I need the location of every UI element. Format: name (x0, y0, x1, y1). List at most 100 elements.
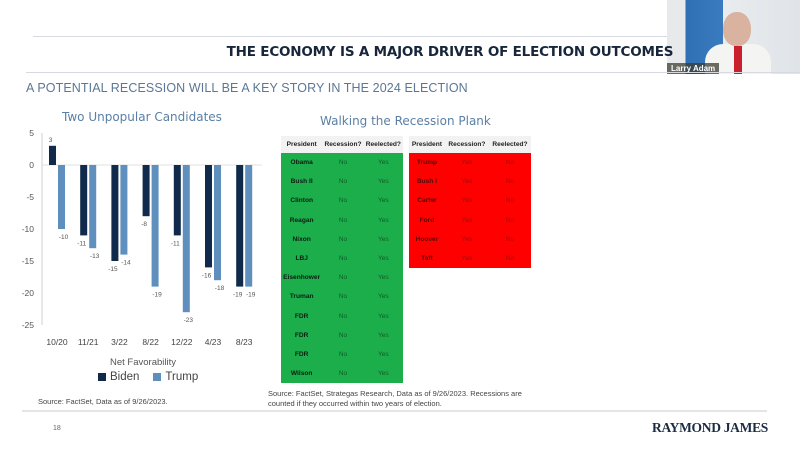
recession-cell: No (322, 268, 364, 288)
legend-item-biden: Biden (98, 371, 139, 383)
president-cell: Eisenhower (281, 268, 323, 288)
data-label-biden: -11 (171, 240, 180, 247)
recession-cell: No (322, 364, 364, 384)
reelected-cell: No (489, 153, 531, 173)
table-row: Truman No Yes (281, 287, 403, 307)
data-label-biden: -8 (141, 221, 147, 228)
speaker-tie (734, 46, 742, 74)
bar-biden (49, 145, 56, 165)
reelected-cell: Yes (363, 229, 403, 249)
y-tick-label: -15 (22, 256, 35, 266)
data-label-biden: -15 (108, 266, 118, 273)
table-row: FDR No Yes (281, 344, 403, 365)
table-row: Wilson No Yes (281, 364, 403, 384)
chart-x-axis-label: Net Favorability (110, 357, 176, 368)
reelected-cell: Yes (363, 172, 403, 192)
recession-cell: Yes (444, 153, 490, 173)
page-number: 18 (53, 425, 61, 432)
bar-trump (58, 165, 65, 229)
x-tick-label: 10/20 (46, 337, 68, 347)
reelected-cell: Yes (363, 210, 403, 230)
data-label-trump: -13 (90, 253, 100, 260)
recession-cell: No (322, 172, 364, 192)
data-label-biden: -16 (202, 272, 212, 279)
table-row: Nixon No Yes (281, 229, 403, 249)
bar-trump (120, 165, 128, 255)
president-cell: Taft (409, 248, 445, 269)
top-rule (33, 36, 667, 37)
y-tick-label: -5 (26, 192, 34, 202)
slide-subtitle: A POTENTIAL RECESSION WILL BE A KEY STOR… (26, 81, 468, 95)
favorability-chart: 5 0 -5 -10 -15 -20 -25 10/20 3 -10 11/21 -11 -13 3/22… (0, 0, 270, 365)
y-tick-label: -20 (22, 288, 35, 298)
legend-swatch-biden (98, 372, 106, 381)
reelected-presidents-table: President Recession? Reelected? Obama No Y… (281, 136, 403, 384)
president-cell: LBJ (281, 248, 323, 269)
bar-biden (205, 165, 212, 268)
reelected-cell: No (489, 229, 531, 249)
recession-cell: No (322, 153, 364, 173)
speaker-video-tile[interactable]: Larry Adam (667, 0, 800, 74)
recession-cell: Yes (444, 172, 490, 192)
president-cell: Ford (409, 210, 445, 230)
legend-swatch-trump (153, 372, 162, 381)
table-row: Bush I Yes No (409, 172, 531, 192)
reelected-cell: No (489, 210, 531, 230)
reelected-cell: Yes (363, 344, 403, 365)
president-cell: Wilson (281, 364, 323, 384)
chart-legend: Biden Trump (98, 371, 198, 383)
recession-cell: Yes (444, 248, 490, 269)
reelected-cell: Yes (363, 268, 403, 288)
table-row: Obama No Yes (281, 153, 403, 173)
slide-title: THE ECONOMY IS A MAJOR DRIVER OF ELECTIO… (226, 44, 674, 60)
reelected-cell: Yes (363, 306, 403, 326)
x-tick-label: 3/22 (111, 337, 128, 347)
table-row: Trump Yes No (409, 153, 531, 173)
data-label-trump: -18 (215, 285, 225, 292)
data-label-biden: -19 (233, 292, 243, 299)
reelected-cell: Yes (363, 287, 403, 307)
table-row: Taft Yes No (409, 248, 531, 269)
recession-cell: No (322, 210, 364, 230)
col-header-president: President (281, 136, 323, 153)
bar-biden (80, 165, 88, 236)
data-label-trump: -10 (59, 234, 69, 241)
table-row: FDR No Yes (281, 325, 403, 345)
speaker-head (723, 12, 751, 46)
president-cell: Truman (281, 287, 323, 307)
tables-title: Walking the Recession Plank (320, 114, 491, 128)
reelected-cell: No (489, 191, 531, 211)
reelected-cell: No (489, 248, 531, 269)
president-cell: Bush I (409, 172, 445, 192)
recession-cell: No (322, 229, 364, 249)
reelected-cell: Yes (363, 325, 403, 345)
bar-trump (89, 165, 97, 249)
recession-cell: Yes (444, 210, 490, 230)
x-tick-label: 8/23 (236, 337, 253, 347)
chart-source-note: Source: FactSet, Data as of 9/26/2023. (38, 397, 168, 406)
recession-cell: No (322, 248, 364, 269)
legend-label-biden: Biden (110, 371, 140, 383)
bar-biden (236, 165, 244, 287)
president-cell: Bush II (281, 172, 323, 192)
data-label-biden: 3 (49, 137, 53, 144)
bar-biden (173, 165, 181, 236)
president-cell: FDR (281, 306, 323, 326)
president-cell: FDR (281, 344, 323, 365)
reelected-cell: No (489, 172, 531, 192)
president-cell: Trump (409, 153, 445, 173)
table-row: FDR No Yes (281, 306, 403, 326)
x-tick-label: 8/22 (142, 337, 159, 347)
tables-source-note: Source: FactSet, Strategas Research, Dat… (268, 389, 522, 408)
bar-trump (245, 165, 253, 287)
data-label-trump: -19 (246, 292, 256, 299)
recession-cell: No (322, 325, 364, 345)
y-tick-label: 5 (29, 128, 34, 138)
x-tick-label: 12/22 (171, 337, 193, 347)
table-row: Clinton No Yes (281, 191, 403, 211)
table-row: Bush II No Yes (281, 172, 403, 192)
recession-cell: No (322, 191, 364, 211)
recession-cell: No (322, 287, 364, 307)
col-header-recession: Recession? (444, 136, 490, 153)
bar-trump (182, 165, 190, 313)
